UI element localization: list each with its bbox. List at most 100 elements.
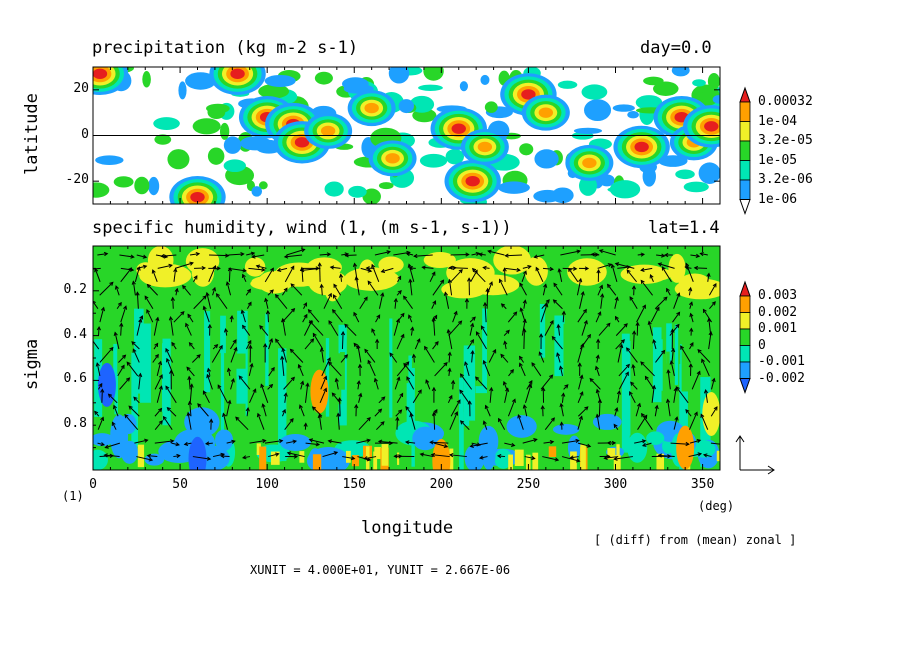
wind-vector-head [711,301,716,306]
wind-vector-head [584,406,589,411]
wind-vector-head [626,269,631,274]
wind-vector [614,297,618,309]
wind-vector-head [643,414,648,419]
wind-vector [97,442,105,446]
wind-vector-head [432,300,437,305]
wind-vector-head [366,438,371,443]
wind-vector [409,279,413,296]
wind-vector-head [290,376,295,381]
wind-vector-head [154,342,159,348]
wind-vector [229,339,237,350]
wind-vector [321,357,331,377]
precip-contour-blob [148,176,160,196]
wind-vector-head [483,301,488,307]
wind-vector [498,418,506,430]
wind-vector [589,378,601,390]
wind-vector [378,293,384,309]
wind-vector-head [582,308,587,314]
wind-vector-head [283,392,288,397]
wind-vector [642,442,652,447]
wind-vector [655,350,665,363]
vector-units-label: XUNIT = 4.000E+01, YUNIT = 2.667E-06 [250,563,511,577]
precip-contour-blob [581,84,608,100]
humidity-anomaly-patch [188,436,207,470]
wind-vector-head [328,320,333,325]
wind-vector [431,454,450,458]
wind-vector [709,301,716,310]
top-panel-time-label: day=0.0 [640,38,712,58]
wind-vector [208,265,216,283]
wind-vector-head [357,363,363,369]
wind-vector-head [89,267,92,270]
wind-vector-head [215,293,220,298]
wind-vector [207,368,211,377]
wind-vector [522,265,531,269]
wind-vector [505,267,520,271]
humidity-surface-streak [259,446,267,470]
wind-vector-head [223,328,229,333]
wind-vector [422,266,434,269]
wind-vector-head [283,287,288,292]
wind-vector-head [393,297,398,303]
wind-vector-head [113,404,117,410]
wind-vector-head [278,438,284,444]
wind-vector [449,454,467,458]
wind-vector-head [154,353,159,359]
wind-vector [669,324,680,336]
wind-vector-head [356,380,361,385]
precip-contour-blob [113,176,134,188]
wind-vector-head [269,338,274,343]
wind-vector [284,266,295,283]
wind-vector-head [595,354,600,359]
wind-vector [245,340,252,350]
wind-vector [577,416,583,430]
wind-vector [484,302,487,323]
humidity-anomaly-patch [110,414,129,459]
wind-vector [267,384,273,390]
wind-vector-head [675,386,680,391]
wind-vector [212,287,216,296]
wind-vector [185,323,192,336]
wind-vector-head [290,265,295,270]
wind-vector-head [419,452,425,457]
sigma-tick-label: 0.2 [63,281,87,297]
wind-vector [485,405,491,417]
wind-vector [131,341,140,350]
wind-vector-head [94,410,99,415]
wind-vector-head [598,249,604,254]
wind-vector [479,253,486,256]
wind-vector [553,283,563,296]
precip-contour-blob [557,80,578,89]
wind-vector-head [606,322,611,327]
wind-vector-head [487,249,492,254]
wind-vector-head [573,266,578,271]
wind-vector [186,366,195,377]
wind-vector [597,285,603,296]
wind-vector-head [158,420,163,425]
wind-vector-head [583,319,588,325]
x-tick-label: 50 [172,477,188,492]
wind-vector-head [649,274,654,279]
wind-vector-head [289,348,294,353]
wind-vector [367,360,376,377]
wind-vector-head [265,309,271,315]
precip-contour-blob [675,169,695,180]
wind-vector-head [138,372,143,378]
wind-vector-head [700,413,705,418]
humidity-streak [184,346,197,436]
wind-vector-head [380,292,385,297]
wind-vector [635,403,641,417]
wind-vector-head [380,421,385,426]
wind-vector [360,267,372,272]
wind-vector [504,268,506,282]
wind-vector-head [261,403,266,408]
wind-vector [355,276,360,296]
humidity-streak [679,363,685,470]
wind-vector [302,314,308,323]
wind-vector [653,339,657,350]
wind-vector [432,341,439,350]
wind-vector [648,321,653,336]
wind-vector [531,362,542,377]
wind-vector [470,442,488,447]
wind-vector [300,267,321,271]
